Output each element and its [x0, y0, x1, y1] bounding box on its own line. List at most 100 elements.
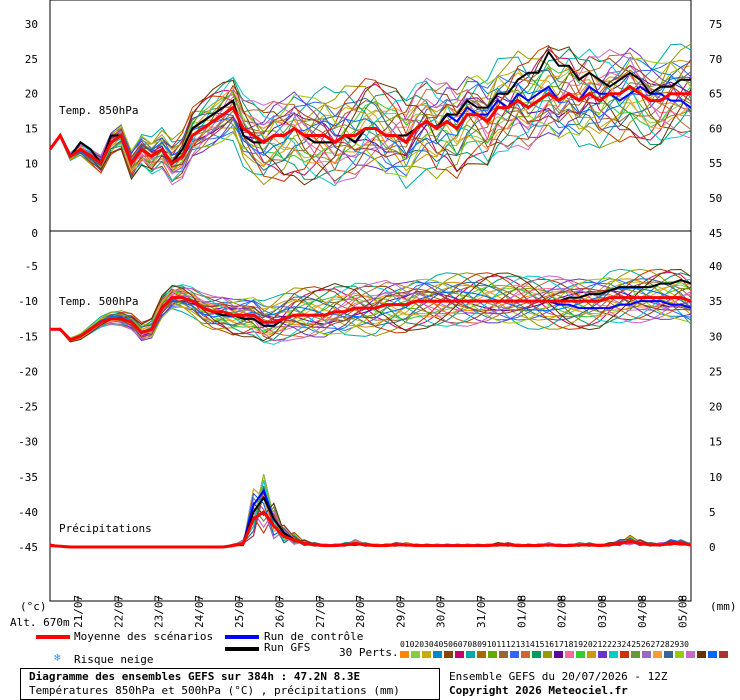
ytick-right-bottom: 30 — [709, 330, 722, 343]
xtick-label: 23/07 — [153, 595, 166, 628]
pert-swatch — [532, 651, 541, 658]
xtick-label: 21/07 — [72, 595, 85, 628]
axis-ticks: 302520151050-5-10-15-20-25-30-35-40-4575… — [18, 18, 722, 628]
pert-line-precip — [49, 474, 692, 548]
panel-label-precip: Précipitations — [59, 522, 152, 535]
pert-line-precip — [49, 492, 692, 548]
ytick-right-top: 60 — [709, 122, 722, 135]
ytick-right-bottom: 10 — [709, 471, 722, 484]
pert-line-500 — [49, 288, 692, 340]
pert-swatch — [422, 651, 431, 658]
pert-line-precip — [49, 491, 692, 548]
pert-swatch — [708, 651, 717, 658]
ytick-right-bottom: 20 — [709, 401, 722, 414]
pert-line-precip — [49, 487, 692, 548]
pert-line-precip — [49, 487, 692, 548]
plot-frame-bottom — [49, 230, 692, 602]
pert-swatch — [642, 651, 651, 658]
pert-line-precip — [49, 474, 692, 548]
ytick-right-bottom: 0 — [709, 541, 716, 554]
pert-line-precip — [49, 491, 692, 548]
xtick-label: 28/07 — [354, 595, 367, 628]
pert-line-precip — [49, 474, 692, 548]
pert-line-500 — [49, 282, 692, 342]
pert-swatch — [697, 651, 706, 658]
pert-line-850 — [49, 61, 692, 171]
ytick-500: -30 — [18, 436, 38, 449]
pert-line-850 — [49, 49, 692, 186]
pert-line-precip — [49, 485, 692, 548]
pert-swatch — [521, 651, 530, 658]
pert-line-precip — [49, 485, 692, 548]
ytick-850: 30 — [25, 18, 38, 31]
unit-right: (mm) — [710, 600, 737, 613]
pert-line-precip — [49, 487, 692, 548]
ytick-500: -10 — [18, 295, 38, 308]
xtick-label: 22/07 — [112, 595, 125, 628]
pert-swatch — [543, 651, 552, 658]
ytick-500: -35 — [18, 471, 38, 484]
pert-line-850 — [49, 71, 692, 175]
pert-line-850 — [49, 64, 692, 168]
xtick-label: 01/08 — [515, 595, 528, 628]
ytick-right-top: 75 — [709, 18, 722, 31]
pert-line-precip — [49, 485, 692, 548]
pert-line-precip — [49, 480, 692, 548]
legend-control-label: Run de contrôle — [264, 630, 364, 643]
pert-line-850 — [49, 57, 692, 178]
snowflake-icon: ❄ — [54, 651, 61, 664]
xtick-label: 30/07 — [435, 595, 448, 628]
ytick-500: -25 — [18, 401, 38, 414]
pert-swatch — [576, 651, 585, 658]
ytick-500: -15 — [18, 330, 38, 343]
legend-snow-label: Risque neige — [74, 653, 154, 666]
pert-swatch — [444, 651, 453, 658]
xtick-label: 25/07 — [233, 595, 246, 628]
ytick-850: 20 — [25, 88, 38, 101]
ensemble-label: Ensemble GEFS du 20/07/2026 - 12Z — [449, 670, 668, 683]
series-line-850 — [48, 84, 691, 167]
ytick-right-top: 70 — [709, 53, 722, 66]
xtick-label: 05/08 — [677, 595, 690, 628]
pert-swatch — [565, 651, 574, 658]
ytick-850: 25 — [25, 53, 38, 66]
pert-swatch — [400, 651, 409, 658]
xtick-label: 24/07 — [193, 595, 206, 628]
perturbation-lines — [49, 43, 692, 548]
legend-mean-swatch — [36, 635, 70, 639]
pert-swatch — [433, 651, 442, 658]
ytick-right-top: 45 — [709, 227, 722, 240]
pert-swatch — [631, 651, 640, 658]
title-line-1: Diagramme des ensembles GEFS sur 384h : … — [29, 670, 361, 683]
pert-swatch — [675, 651, 684, 658]
ytick-right-bottom: 15 — [709, 436, 722, 449]
title-box: Diagramme des ensembles GEFS sur 384h : … — [20, 668, 440, 700]
ytick-right-bottom: 25 — [709, 365, 722, 378]
legend-gfs-swatch — [225, 647, 259, 651]
pert-swatch — [455, 651, 464, 658]
pert-swatch — [499, 651, 508, 658]
xtick-label: 03/08 — [596, 595, 609, 628]
pert-line-precip — [49, 492, 692, 548]
pert-line-850 — [49, 46, 692, 186]
perts-label: 30 Perts. — [339, 646, 399, 659]
series-line-precip — [49, 509, 692, 549]
pert-swatch — [554, 651, 563, 658]
pert-swatch — [598, 651, 607, 658]
pert-line-precip — [49, 480, 692, 548]
ytick-right-top: 65 — [709, 88, 722, 101]
pert-swatch — [609, 651, 618, 658]
pert-line-500 — [49, 268, 692, 343]
ytick-500: -40 — [18, 506, 38, 519]
pert-swatch — [620, 651, 629, 658]
ytick-right-top: 50 — [709, 192, 722, 205]
altitude-label: Alt. 670m — [10, 616, 70, 629]
copyright-label: Copyright 2026 Meteociel.fr — [449, 684, 628, 697]
ytick-850: 10 — [25, 157, 38, 170]
pert-swatch — [587, 651, 596, 658]
pert-swatch — [686, 651, 695, 658]
unit-left: (°c) — [20, 600, 47, 613]
pert-swatch — [664, 651, 673, 658]
panel-label-850: Temp. 850hPa — [59, 104, 138, 117]
